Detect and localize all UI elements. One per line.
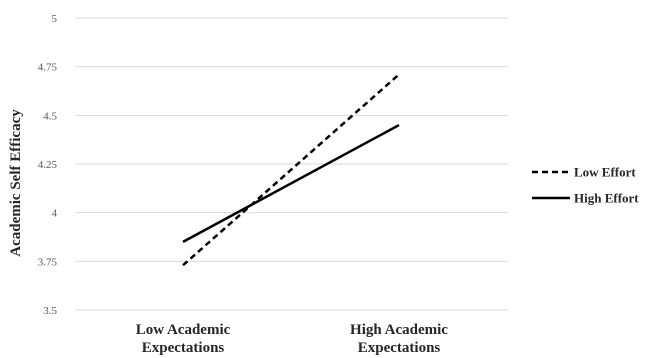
y-axis-title: Academic Self Efficacy — [8, 109, 24, 257]
y-tick-label: 4.75 — [38, 62, 58, 74]
x-axis-category-labels: Low Academic Expectations High Academic Exp… — [136, 322, 449, 356]
legend-label: Low Effort — [574, 165, 636, 180]
y-tick-label: 4.5 — [43, 110, 57, 122]
y-tick-label: 4.25 — [38, 159, 58, 171]
x-category-label: High Academic Expectations — [350, 322, 448, 356]
legend: Low Effort High Effort — [532, 165, 639, 206]
y-axis-tick-labels: 3.5 3.75 4 4.25 4.5 4.75 5 — [38, 13, 58, 317]
series-line-high-effort — [182, 123, 400, 243]
series-line-low-effort — [182, 73, 400, 267]
x-category-label: Low Academic Expectations — [136, 322, 231, 356]
y-tick-label: 3.75 — [38, 256, 58, 268]
legend-label: High Effort — [574, 191, 639, 206]
gridlines — [75, 17, 508, 311]
y-tick-label: 3.5 — [43, 305, 57, 317]
y-tick-label: 5 — [52, 13, 58, 25]
series-lines — [182, 73, 400, 267]
y-tick-label: 4 — [52, 208, 58, 220]
